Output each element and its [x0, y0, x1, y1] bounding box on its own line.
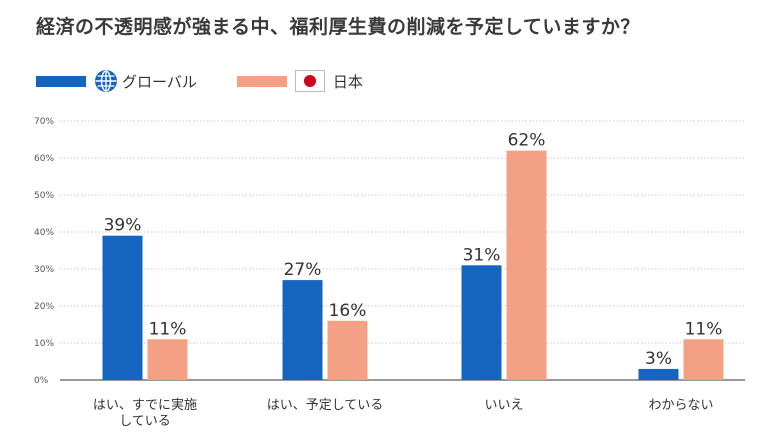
legend-swatch-japan — [236, 75, 287, 87]
y-tick-label: 60% — [34, 154, 54, 164]
bar-global — [282, 280, 323, 380]
chart-title: 経済の不透明感が強まる中、福利厚生費の削減を予定していますか？ — [36, 16, 640, 38]
legend-label-japan: 日本 — [332, 72, 363, 91]
legend-label-global: グローバル — [122, 72, 197, 91]
legend-item-japan: 日本 — [236, 70, 363, 92]
globe-icon — [95, 70, 117, 92]
bar-global — [102, 235, 143, 380]
y-tick-label: 0% — [34, 376, 49, 386]
japan-flag-icon — [294, 70, 325, 92]
data-label: 11% — [685, 319, 723, 339]
bar-japan — [327, 320, 368, 380]
x-category-label: わからない — [648, 398, 713, 413]
y-tick-label: 10% — [34, 339, 54, 349]
bar-japan — [683, 339, 724, 380]
y-tick-label: 70% — [34, 117, 54, 127]
x-category-label: はい、予定している — [267, 398, 384, 413]
bar-japan — [147, 339, 188, 380]
y-tick-label: 30% — [34, 265, 54, 275]
flag-circle — [303, 75, 316, 87]
data-label: 16% — [329, 301, 367, 321]
x-category-label: している — [119, 414, 171, 429]
legend: グローバル 日本 — [36, 68, 403, 94]
legend-item-global: グローバル — [36, 69, 197, 93]
y-tick-label: 40% — [34, 228, 54, 238]
data-label: 31% — [463, 245, 501, 265]
y-tick-label: 20% — [34, 302, 54, 312]
bar-global — [461, 265, 502, 380]
bar-global — [638, 368, 679, 380]
bar-japan — [506, 150, 547, 380]
y-tick-label: 50% — [34, 191, 54, 201]
x-category-label: いいえ — [484, 398, 523, 413]
x-category-label: はい、すでに実施 — [93, 397, 197, 413]
data-label: 27% — [284, 260, 322, 280]
data-label: 11% — [149, 319, 187, 339]
data-label: 62% — [508, 131, 546, 151]
legend-swatch-global — [36, 75, 86, 87]
data-label: 39% — [104, 216, 142, 236]
data-label: 3% — [645, 349, 672, 369]
